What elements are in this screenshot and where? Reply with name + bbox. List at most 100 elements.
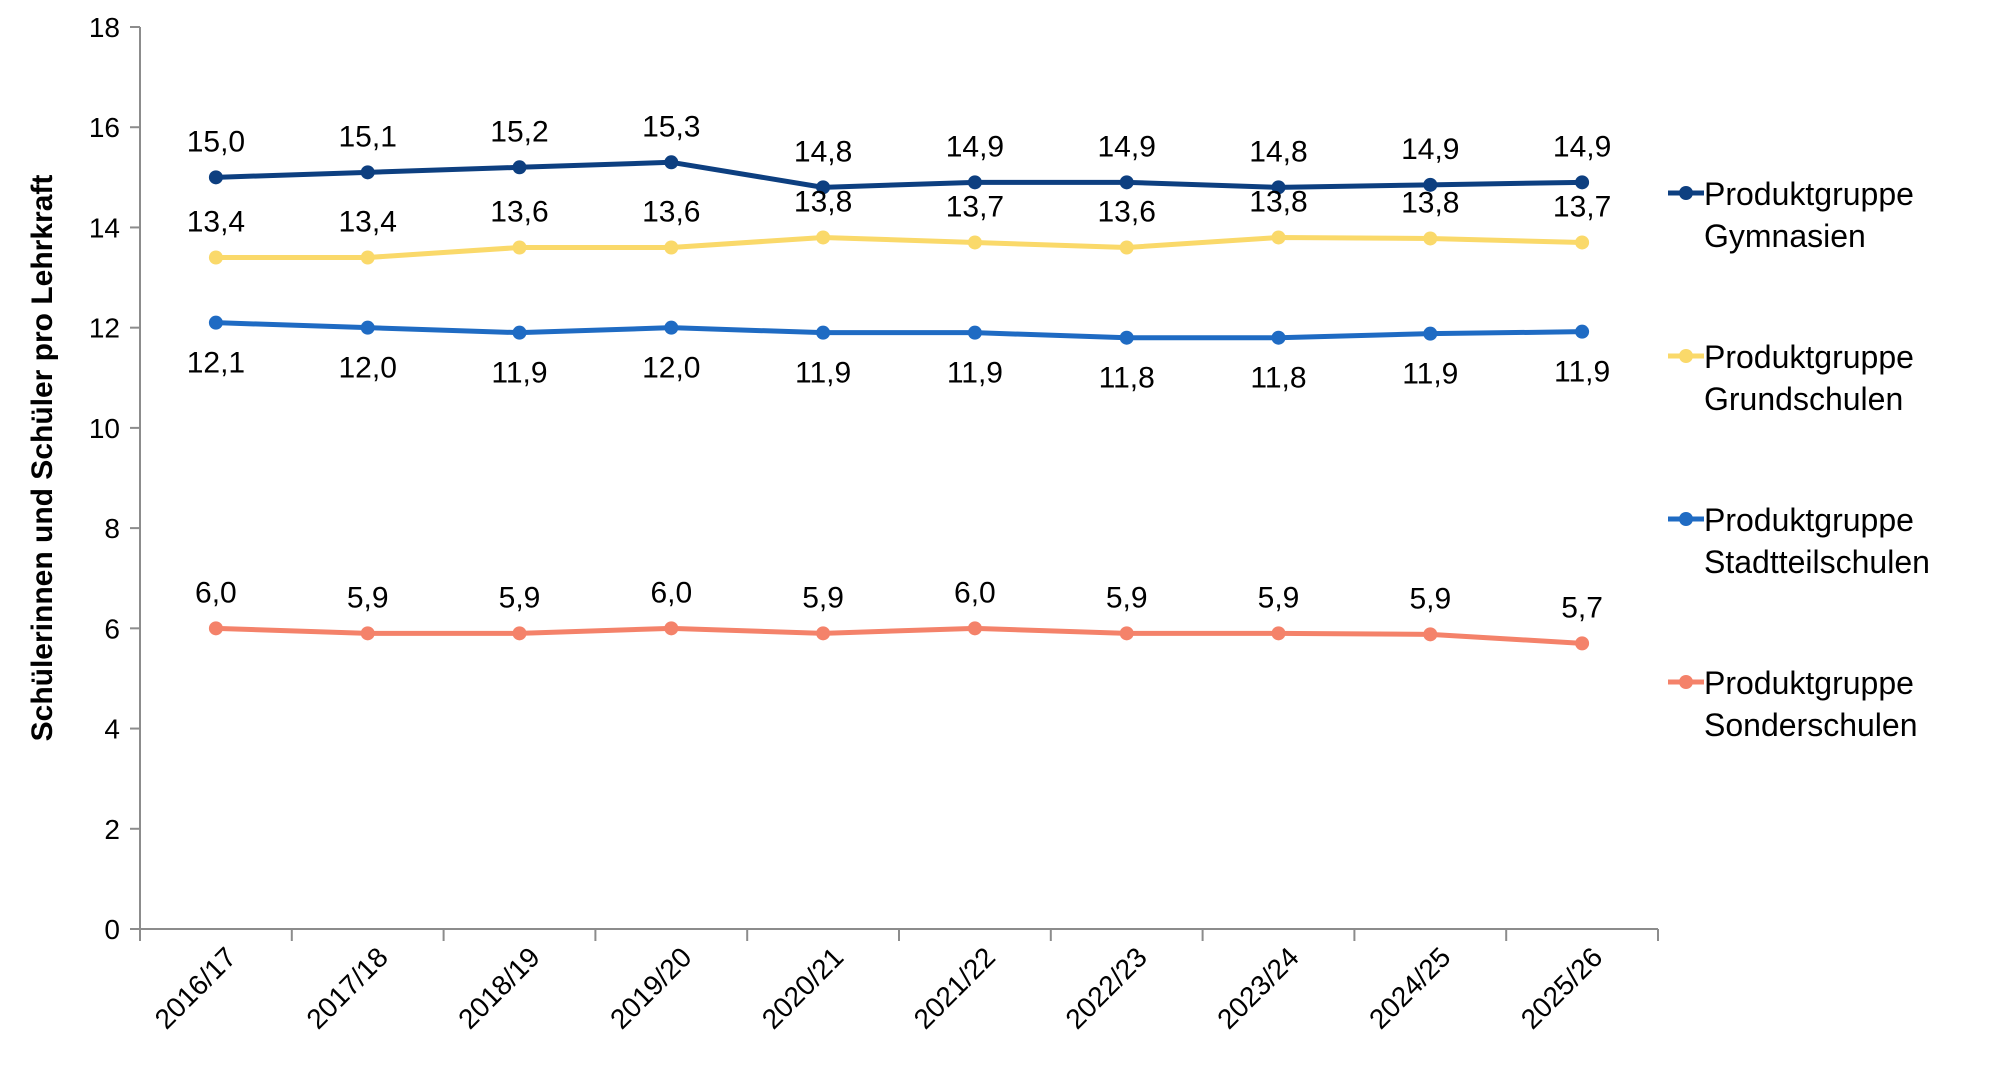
- data-point: [208, 621, 223, 636]
- data-label: 6,0: [195, 576, 237, 609]
- data-point: [208, 170, 223, 185]
- data-label: 11,9: [795, 357, 851, 390]
- y-tick-label: 2: [104, 814, 120, 845]
- series-3: 12,1 12,0 11,9 12,0 11,9 11,9 11,8 11,8 11,9 11,9: [187, 315, 1610, 395]
- data-label: 11,9: [1402, 358, 1458, 391]
- data-point: [1423, 627, 1438, 642]
- y-axis-title: Schülerinnen und Schüler pro Lehrkraft: [26, 175, 59, 742]
- data-point: [1575, 636, 1590, 651]
- data-point: [664, 240, 679, 255]
- data-point: [1119, 240, 1134, 255]
- x-tick-label: 2016/17: [149, 941, 242, 1034]
- x-tick-label: 2020/21: [756, 941, 849, 1034]
- x-tick-label: 2025/26: [1515, 941, 1608, 1034]
- legend-label: Produktgruppe: [1704, 502, 1914, 538]
- x-tick-label: 2021/22: [908, 941, 1001, 1034]
- legend-label: Sonderschulen: [1704, 707, 1917, 743]
- data-point: [967, 235, 982, 250]
- legend-label: Grundschulen: [1704, 381, 1903, 417]
- data-point: [208, 250, 223, 265]
- y-tick-label: 10: [89, 413, 120, 444]
- data-label: 12,1: [187, 347, 245, 380]
- data-point: [360, 250, 375, 265]
- data-label: 11,8: [1099, 362, 1155, 395]
- x-axis: 2016/17 2017/18 2018/19 2019/20 2020/21 2021/…: [139, 928, 1659, 1035]
- data-point: [360, 626, 375, 641]
- y-axis: 0 2 4 6 8 10 12 14 16 18: [89, 12, 141, 945]
- data-point: [1271, 330, 1286, 345]
- data-point: [1575, 235, 1590, 250]
- data-label: 11,8: [1250, 362, 1306, 395]
- y-tick-label: 0: [104, 914, 120, 945]
- data-point: [512, 240, 527, 255]
- series-line: [215, 320, 1583, 341]
- legend-item-3: Produktgruppe Stadtteilschulen: [1668, 502, 1930, 580]
- data-label: 14,8: [794, 135, 852, 168]
- x-tick-label: 2017/18: [300, 941, 393, 1034]
- legend-label: Produktgruppe: [1704, 176, 1914, 212]
- legend-label: Stadtteilschulen: [1704, 544, 1930, 580]
- data-label: 6,0: [650, 576, 692, 609]
- data-label: 11,9: [1554, 356, 1610, 389]
- data-point: [816, 325, 831, 340]
- y-tick-label: 12: [89, 313, 120, 344]
- data-point: [360, 320, 375, 335]
- data-point: [1271, 626, 1286, 641]
- legend-marker: [1679, 186, 1693, 200]
- data-label: 14,8: [1249, 135, 1307, 168]
- data-label: 13,7: [1553, 190, 1611, 223]
- x-tick-label: 2023/24: [1211, 941, 1304, 1034]
- data-label: 11,9: [947, 357, 1003, 390]
- data-label: 14,9: [1553, 130, 1611, 163]
- data-label: 6,0: [954, 576, 996, 609]
- data-point: [1423, 177, 1438, 192]
- y-tick-label: 4: [104, 714, 120, 745]
- data-label: 13,6: [1098, 195, 1156, 228]
- series-line: [215, 234, 1583, 261]
- data-label: 13,6: [490, 195, 548, 228]
- data-label: 13,8: [794, 185, 852, 218]
- legend: Produktgruppe Gymnasien Produktgruppe Grund…: [1668, 176, 1930, 743]
- data-point: [1423, 326, 1438, 341]
- data-label: 13,7: [946, 190, 1004, 223]
- x-tick-label: 2018/19: [452, 941, 545, 1034]
- legend-label: Gymnasien: [1704, 218, 1866, 254]
- data-point: [208, 315, 223, 330]
- data-label: 11,9: [491, 357, 547, 390]
- series-2: 13,4 13,4 13,6 13,6 13,8 13,7 13,6 13,8 13,8 13,7: [187, 185, 1611, 265]
- data-point: [1271, 180, 1286, 195]
- legend-marker: [1679, 349, 1693, 363]
- data-label: 5,7: [1561, 591, 1603, 624]
- data-point: [967, 621, 982, 636]
- series-4: 6,0 5,9 5,9 6,0 5,9 6,0 5,9 5,9 5,9 5,7: [195, 576, 1603, 651]
- y-tick-label: 14: [89, 212, 120, 243]
- data-label: 12,0: [642, 352, 700, 385]
- data-label: 15,1: [339, 120, 397, 153]
- y-tick-label: 18: [89, 12, 120, 43]
- x-tick-label: 2022/23: [1059, 941, 1152, 1034]
- y-tick-label: 8: [104, 513, 120, 544]
- data-point: [664, 155, 679, 170]
- series-line: [215, 625, 1583, 646]
- data-point: [967, 325, 982, 340]
- data-point: [512, 626, 527, 641]
- legend-item-1: Produktgruppe Gymnasien: [1668, 176, 1914, 254]
- data-point: [816, 626, 831, 641]
- data-point: [967, 175, 982, 190]
- data-point: [1119, 175, 1134, 190]
- data-point: [816, 230, 831, 245]
- legend-label: Produktgruppe: [1704, 339, 1914, 375]
- data-label: 14,9: [1098, 130, 1156, 163]
- data-label: 5,9: [1409, 582, 1451, 615]
- series-1: 15,0 15,1 15,2 15,3 14,8 14,9 14,9 14,8 14,9 14,9: [187, 110, 1611, 195]
- data-label: 13,4: [339, 206, 397, 239]
- data-label: 5,9: [1106, 581, 1148, 614]
- data-label: 14,9: [946, 130, 1004, 163]
- data-label: 13,8: [1249, 185, 1307, 218]
- data-label: 15,0: [187, 125, 245, 158]
- data-point: [1575, 324, 1590, 339]
- data-label: 5,9: [347, 581, 389, 614]
- legend-marker: [1679, 675, 1693, 689]
- data-label: 5,9: [499, 581, 541, 614]
